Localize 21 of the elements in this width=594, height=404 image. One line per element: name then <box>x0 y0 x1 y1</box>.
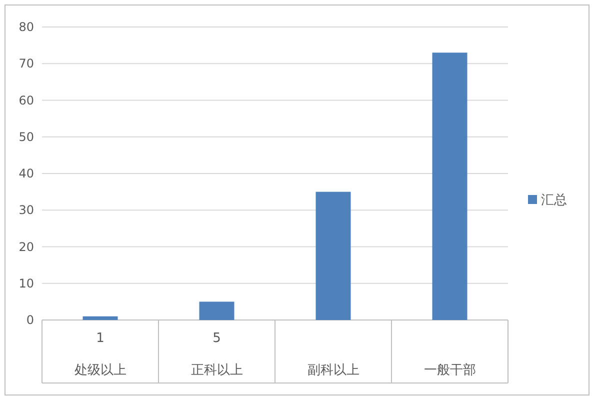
x-tick-label: 一般干部 <box>424 363 476 378</box>
y-tick-label: 80 <box>18 20 34 34</box>
y-tick-label: 30 <box>18 203 34 218</box>
x-tick-label: 副科以上 <box>307 363 360 378</box>
data-label: 5 <box>212 331 221 346</box>
data-label: 1 <box>96 331 104 346</box>
y-tick-label: 10 <box>18 276 34 290</box>
y-tick-label: 50 <box>18 130 34 144</box>
y-tick-label: 0 <box>26 313 34 327</box>
legend: 汇总 <box>528 193 567 208</box>
bar <box>316 192 351 320</box>
y-tick-label: 60 <box>18 93 34 108</box>
legend-label: 汇总 <box>541 193 567 208</box>
x-tick-label: 处级以上 <box>74 363 126 378</box>
y-tick-label: 70 <box>18 56 34 71</box>
bar <box>82 316 118 320</box>
x-tick-label: 正科以上 <box>190 363 243 378</box>
bar <box>432 52 468 320</box>
bar <box>199 302 234 320</box>
y-tick-label: 40 <box>18 166 34 180</box>
y-tick-label: 20 <box>18 240 34 254</box>
